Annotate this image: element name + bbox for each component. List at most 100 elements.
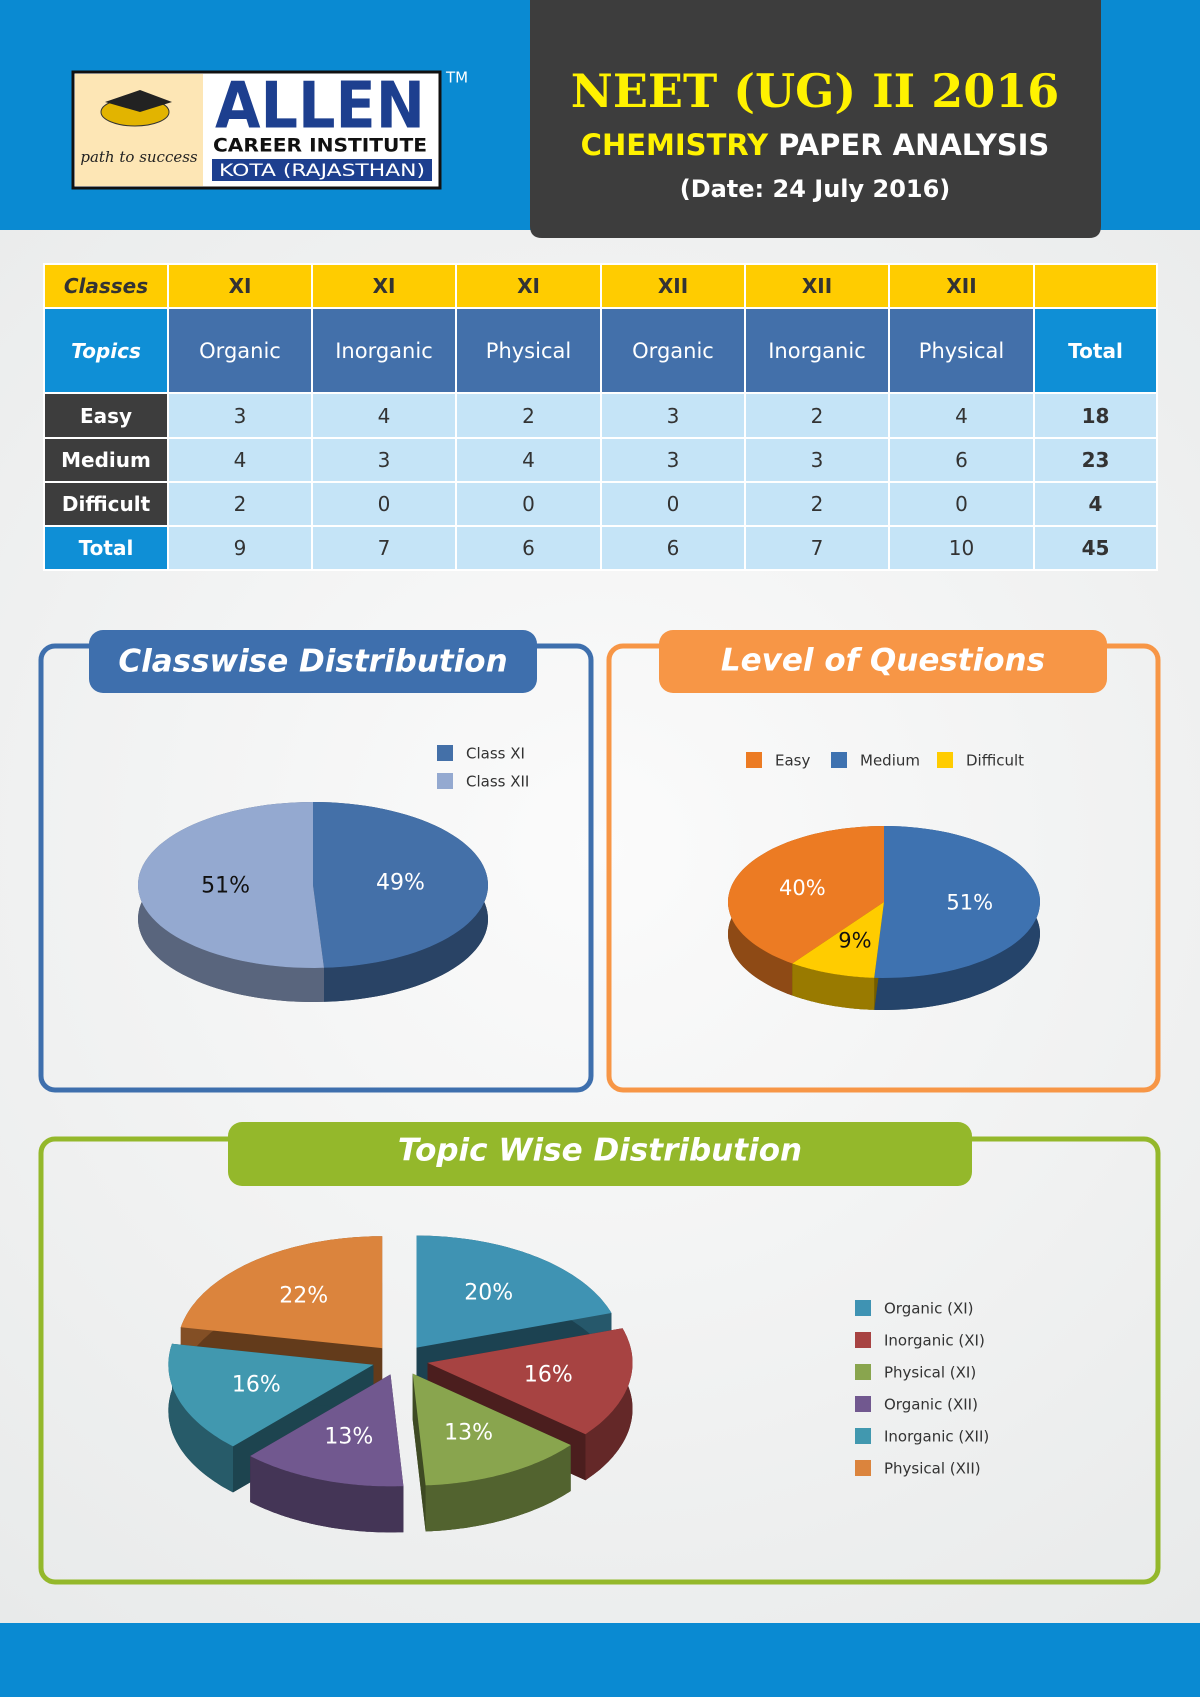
slice [427, 1328, 633, 1435]
subtitle: CHEMISTRY PAPER ANALYSIS [581, 128, 1050, 162]
legend-swatch [855, 1396, 871, 1412]
data-label: 16% [232, 1372, 281, 1397]
table-cell: 0 [600, 481, 746, 527]
title: NEET (UG) II 2016 [571, 64, 1059, 118]
legend-label: Physical (XII) [884, 1460, 981, 1478]
table-cell: 9 [167, 525, 313, 571]
logo-cap-top [105, 90, 172, 112]
slice-wall [250, 1456, 404, 1533]
table-cell: XII [600, 263, 746, 309]
legend-swatch [437, 745, 453, 761]
table-cell: Physical [888, 307, 1035, 394]
chart-title: Topic Wise Distribution [398, 1133, 802, 1169]
table-cell: 0 [455, 481, 602, 527]
table-cell: 2 [744, 392, 890, 439]
table-cell: Physical [455, 307, 602, 394]
table-cell: Inorganic [744, 307, 890, 394]
data-label: 13% [444, 1421, 493, 1446]
legend-label: Inorganic (XII) [884, 1428, 989, 1446]
table-cell: Inorganic [311, 307, 457, 394]
legend-swatch [831, 752, 847, 768]
legend-label: Class XII [466, 773, 529, 791]
legend-swatch [855, 1460, 871, 1476]
legend-swatch [855, 1428, 871, 1444]
table-cell: 4 [1033, 481, 1158, 527]
table-cell: Difficult [43, 481, 169, 527]
table-cell: Medium [43, 437, 169, 483]
table-cell: 7 [311, 525, 457, 571]
chart-title: Classwise Distribution [118, 644, 507, 680]
table-cell: Easy [43, 392, 169, 439]
legend-label: Inorganic (XI) [884, 1332, 985, 1350]
slice [250, 1374, 404, 1487]
slice-wall [168, 1343, 233, 1493]
table-cell: 3 [311, 437, 457, 483]
table-cell: XII [888, 263, 1035, 309]
slice [728, 826, 884, 964]
table-row: Medium 4 3 4 3 3 6 23 [43, 437, 1158, 483]
panel-tab [659, 630, 1107, 693]
table-cell: 4 [455, 437, 602, 483]
table-cell: Organic [600, 307, 746, 394]
logo-brand: ALLEN [215, 70, 425, 144]
data-label: 49% [376, 871, 425, 896]
table-cell: 0 [311, 481, 457, 527]
legend-swatch [855, 1300, 871, 1316]
slice [416, 1235, 612, 1348]
subtitle-rest: PAPER ANALYSIS [778, 128, 1049, 162]
table-cell: XI [167, 263, 313, 309]
data-label: 51% [946, 890, 993, 914]
footer-band [0, 1623, 1200, 1697]
table-cell: Topics [43, 307, 169, 394]
slice-wall [425, 1445, 571, 1532]
table-cell: 4 [311, 392, 457, 439]
table-cell: 3 [744, 437, 890, 483]
legend-swatch [937, 752, 953, 768]
table-cell: 4 [167, 437, 313, 483]
panel-tab [89, 630, 537, 693]
table-cell: 0 [888, 481, 1035, 527]
slice [138, 802, 324, 968]
date: (Date: 24 July 2016) [680, 175, 951, 203]
legend-label: Organic (XII) [884, 1396, 978, 1414]
table-cell: Organic [167, 307, 313, 394]
slice-side [412, 1373, 426, 1532]
table-cell: 7 [744, 525, 890, 571]
subtitle-highlight: CHEMISTRY [581, 128, 769, 162]
table-cell: 2 [455, 392, 602, 439]
logo-name: CAREER INSTITUTE [213, 135, 427, 157]
table-cell: Classes [43, 263, 169, 309]
slice-wall [585, 1328, 633, 1481]
data-label: 9% [838, 928, 871, 952]
table-cell: 6 [455, 525, 602, 571]
slice [168, 1343, 374, 1447]
table-cell: XI [455, 263, 602, 309]
table-cell: 6 [600, 525, 746, 571]
legend-label: Difficult [966, 752, 1024, 770]
slice [412, 1373, 571, 1486]
data-label: 51% [201, 873, 250, 898]
table-cell: 45 [1033, 525, 1158, 571]
table-cell: 3 [600, 437, 746, 483]
chart-title: Level of Questions [721, 643, 1045, 679]
table-row: Difficult 2 0 0 0 2 0 4 [43, 481, 1158, 527]
legend-swatch [746, 752, 762, 768]
data-label: 16% [524, 1362, 573, 1387]
table-row: Topics Organic Inorganic Physical Organic Ino… [43, 307, 1158, 394]
table-cell: 2 [744, 481, 890, 527]
table-cell: 6 [888, 437, 1035, 483]
slice [792, 902, 884, 978]
logo-location: KOTA (RAJASTHAN) [219, 161, 425, 181]
data-label: 13% [324, 1425, 373, 1450]
table-row: Easy 3 4 2 3 2 4 18 [43, 392, 1158, 439]
legend-label: Class XI [466, 745, 525, 763]
legend-label: Easy [775, 752, 810, 770]
legend-label: Physical (XI) [884, 1364, 976, 1382]
table-cell: XII [744, 263, 890, 309]
logo-tagline: path to success [80, 148, 198, 166]
data-label: 20% [464, 1280, 513, 1305]
legend-label: Medium [860, 752, 920, 770]
legend-swatch [855, 1332, 871, 1348]
